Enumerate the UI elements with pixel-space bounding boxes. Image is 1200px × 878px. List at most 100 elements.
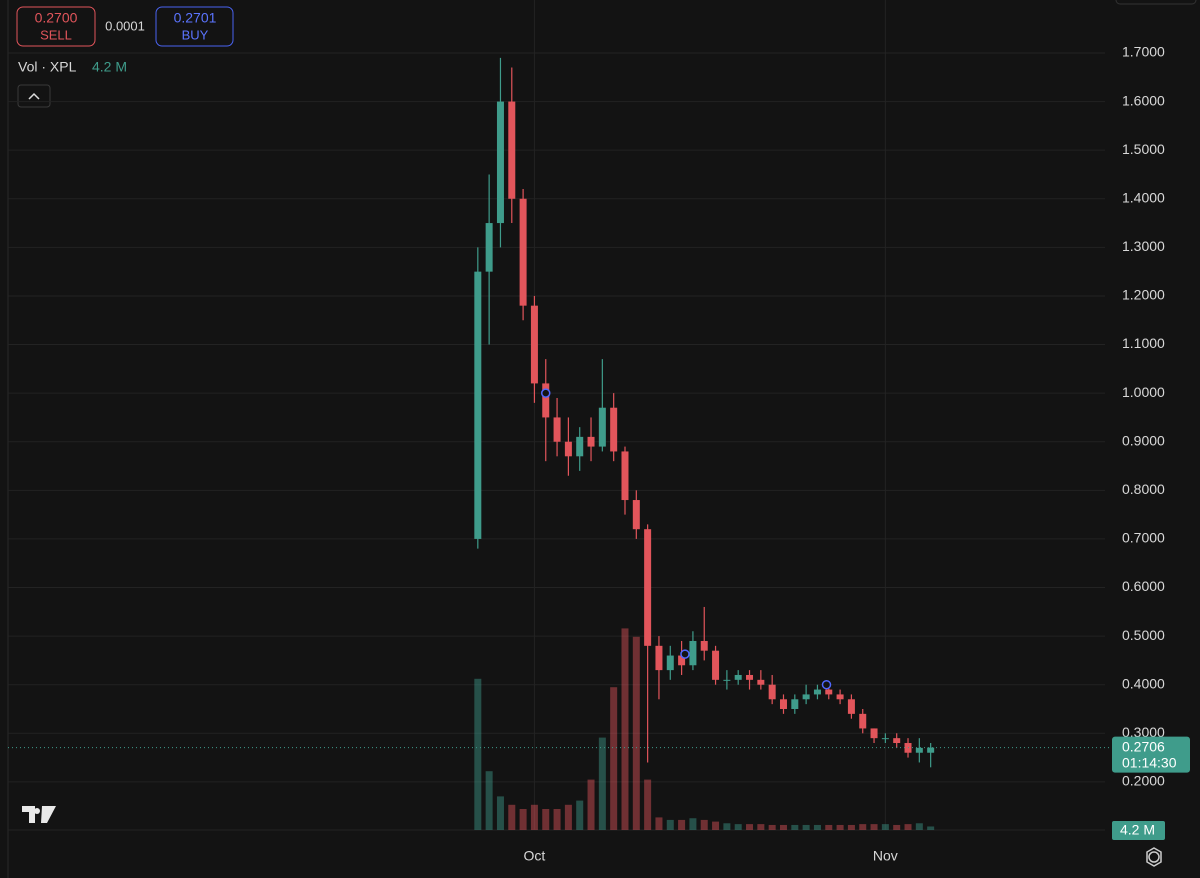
plot: 0.2000 0.3000 0.4000 0.5000 0.6000 0.7000 0.80… [8,0,1190,864]
volume-bar [655,817,663,830]
sell-button[interactable] [16,6,96,47]
candle-body [553,417,561,442]
volume-bar [734,824,742,830]
candle-body [813,689,821,695]
logo-dot [34,808,40,814]
volume-bar [723,823,731,830]
collapse-button[interactable] [17,84,51,108]
candle-body [587,436,595,447]
candle-body [859,713,867,729]
volume-tag [1112,821,1165,840]
y-tick-label: 0.8000 [1122,481,1165,497]
volume-bar [700,819,708,830]
volume-bar [791,824,799,830]
volume-bar [474,678,482,830]
candle-body [915,747,923,753]
last-price-tag [1112,736,1190,773]
x-tick-label: Nov [873,848,898,864]
sell-label: SELL [40,27,72,42]
candle-body [632,500,640,530]
event-marker [821,679,832,690]
volume-bar [610,687,618,830]
buy-button[interactable] [155,6,234,47]
volume-bar [530,804,538,830]
buy-label: BUY [182,27,209,42]
volume-bar [553,809,561,830]
candle-body [508,101,516,199]
candle-body [678,655,686,666]
y-tick-label: 1.2000 [1122,287,1165,303]
y-tick-label: 1.4000 [1122,189,1165,205]
settings-gear [1146,847,1162,867]
volume-bar [632,636,640,830]
volume-bar [813,824,821,830]
y-tick-label: 0.9000 [1122,432,1165,448]
y-tick-label: 1.5000 [1122,141,1165,157]
y-tick-label: 1.0000 [1122,384,1165,400]
volume-bar [564,804,572,830]
volume-bar [802,824,810,830]
volume-bar [881,824,889,830]
candle-body [723,679,731,681]
volume-bar [712,821,720,830]
volume-legend-name: Vol · XPL [18,59,77,75]
candle-body [474,271,482,539]
sell-price: 0.2700 [35,10,78,26]
buy-price: 0.2701 [174,10,217,26]
candle-body [791,699,799,709]
volume-bar [485,771,493,830]
candle-body [644,529,652,646]
candle-body [496,101,504,224]
y-tick-label: 0.7000 [1122,530,1165,546]
volume-bar [847,824,855,830]
volume-bar [542,809,550,830]
logo [22,806,56,823]
candle-body [836,694,844,700]
candle-body [666,655,674,671]
volume-bar [746,824,754,830]
y-tick-label: 0.4000 [1122,675,1165,691]
volume-bar [689,818,697,830]
candle-body [870,728,878,739]
candle-body [519,198,527,306]
candle-body [779,699,787,709]
candle-body [847,699,855,714]
candle-body [757,679,765,685]
volume-bar [893,824,901,830]
candle-body [655,645,663,671]
volume-bar [768,824,776,830]
volume-bar [779,824,787,830]
candle-body [802,694,810,700]
last-price-label: 0.2706 [1122,738,1165,754]
volume-bar [666,819,674,830]
volume-bar [644,779,652,830]
volume-bar [825,824,833,830]
candle-body [700,640,708,651]
candle-body [598,407,606,447]
candle-body [768,684,776,700]
settings-icon[interactable] [1148,851,1160,863]
volume-bar [915,823,923,830]
volume-bar [519,809,527,830]
candle-body [893,738,901,744]
candle-body [621,451,629,501]
volume-bar [678,819,686,830]
x-tick-label: Oct [524,848,546,864]
chevron-icon [28,92,40,100]
event-marker [680,649,690,659]
candle-body [485,223,493,272]
volume-legend-value: 4.2 M [92,59,127,75]
y-tick-label: 1.1000 [1122,335,1165,351]
candle-body [927,747,935,753]
countdown-label: 01:14:30 [1122,754,1177,770]
y-tick-label: 1.7000 [1122,44,1165,60]
toolbar-edge [1115,0,1197,5]
candle-body [610,407,618,452]
volume-bar [587,779,595,830]
volume-bar [870,824,878,830]
volume-bar [757,824,765,830]
y-tick-label: 0.2000 [1122,773,1165,789]
y-tick-label: 1.6000 [1122,92,1165,108]
